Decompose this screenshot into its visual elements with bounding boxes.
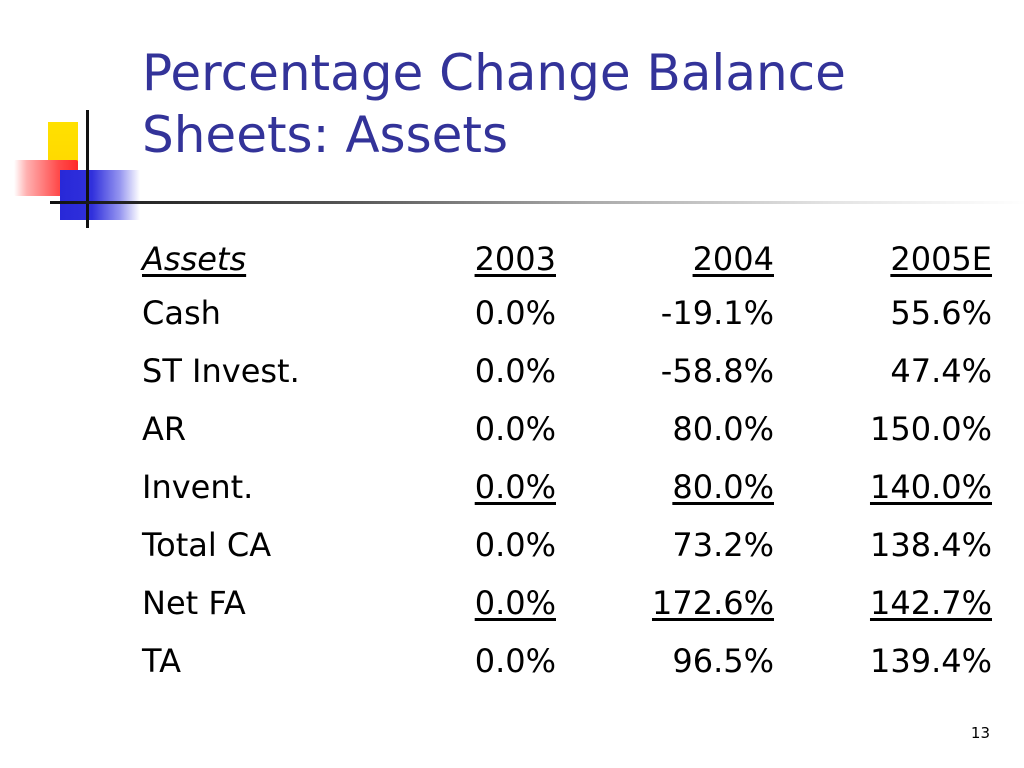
table-row: Invent. 0.0% 80.0% 140.0%: [142, 458, 992, 516]
table-body: Cash 0.0% -19.1% 55.6% ST Invest. 0.0% -…: [142, 284, 992, 690]
row-value: 73.2%: [556, 516, 774, 574]
value-text: 142.7%: [869, 584, 992, 622]
row-label: Total CA: [142, 526, 272, 564]
row-value: 139.4%: [774, 632, 992, 690]
table-header-row: Assets 2003 2004 2005E: [142, 234, 992, 284]
value-text: -58.8%: [660, 352, 774, 390]
header-cell-label: Assets: [142, 234, 422, 284]
row-value: 150.0%: [774, 400, 992, 458]
row-label: AR: [142, 410, 187, 448]
row-value: 55.6%: [774, 284, 992, 342]
header-year: 2005E: [890, 240, 992, 278]
table-row: Net FA 0.0% 172.6% 142.7%: [142, 574, 992, 632]
row-value: 0.0%: [422, 516, 556, 574]
table-row: Cash 0.0% -19.1% 55.6%: [142, 284, 992, 342]
row-label: ST Invest.: [142, 352, 300, 390]
row-value: 140.0%: [774, 458, 992, 516]
value-text: -19.1%: [660, 294, 774, 332]
header-cell-2003: 2003: [422, 234, 556, 284]
header-year: 2003: [474, 240, 556, 278]
value-text: 0.0%: [474, 526, 556, 564]
header-cell-2004: 2004: [556, 234, 774, 284]
row-value: 96.5%: [556, 632, 774, 690]
value-text: 80.0%: [672, 410, 774, 448]
row-value: 138.4%: [774, 516, 992, 574]
slide-title: Percentage Change Balance Sheets: Assets: [142, 44, 846, 164]
row-value: 142.7%: [774, 574, 992, 632]
row-value: 0.0%: [422, 632, 556, 690]
row-value: -19.1%: [556, 284, 774, 342]
row-value: 0.0%: [422, 400, 556, 458]
table-row: Total CA 0.0% 73.2% 138.4%: [142, 516, 992, 574]
title-underline-rule: [50, 201, 1024, 204]
row-value: 80.0%: [556, 458, 774, 516]
table-row: TA 0.0% 96.5% 139.4%: [142, 632, 992, 690]
value-text: 0.0%: [474, 410, 556, 448]
value-text: 73.2%: [672, 526, 774, 564]
decorative-vertical-line: [86, 110, 89, 228]
row-label: Net FA: [142, 584, 246, 622]
row-value: 80.0%: [556, 400, 774, 458]
value-text: 139.4%: [869, 642, 992, 680]
decorative-blue-square: [60, 170, 140, 220]
row-label: Invent.: [142, 468, 254, 506]
row-value: 47.4%: [774, 342, 992, 400]
header-year: 2004: [692, 240, 774, 278]
row-value: 0.0%: [422, 342, 556, 400]
row-value: -58.8%: [556, 342, 774, 400]
page-number: 13: [970, 724, 990, 742]
value-text: 55.6%: [890, 294, 992, 332]
value-text: 0.0%: [474, 352, 556, 390]
row-value: 0.0%: [422, 458, 556, 516]
value-text: 47.4%: [890, 352, 992, 390]
row-value: 0.0%: [422, 574, 556, 632]
value-text: 80.0%: [672, 468, 774, 506]
value-text: 0.0%: [474, 468, 556, 506]
row-label: TA: [142, 642, 181, 680]
table-row: ST Invest. 0.0% -58.8% 47.4%: [142, 342, 992, 400]
value-text: 172.6%: [651, 584, 774, 622]
header-cell-2005e: 2005E: [774, 234, 992, 284]
row-value: 0.0%: [422, 284, 556, 342]
row-value: 172.6%: [556, 574, 774, 632]
value-text: 138.4%: [869, 526, 992, 564]
value-text: 0.0%: [474, 642, 556, 680]
row-label: Cash: [142, 294, 221, 332]
assets-percentage-table: Assets 2003 2004 2005E Cash 0.0% -19.1% …: [142, 234, 992, 690]
value-text: 0.0%: [474, 584, 556, 622]
value-text: 150.0%: [869, 410, 992, 448]
value-text: 140.0%: [869, 468, 992, 506]
table-row: AR 0.0% 80.0% 150.0%: [142, 400, 992, 458]
value-text: 0.0%: [474, 294, 556, 332]
header-label: Assets: [142, 240, 247, 278]
value-text: 96.5%: [672, 642, 774, 680]
